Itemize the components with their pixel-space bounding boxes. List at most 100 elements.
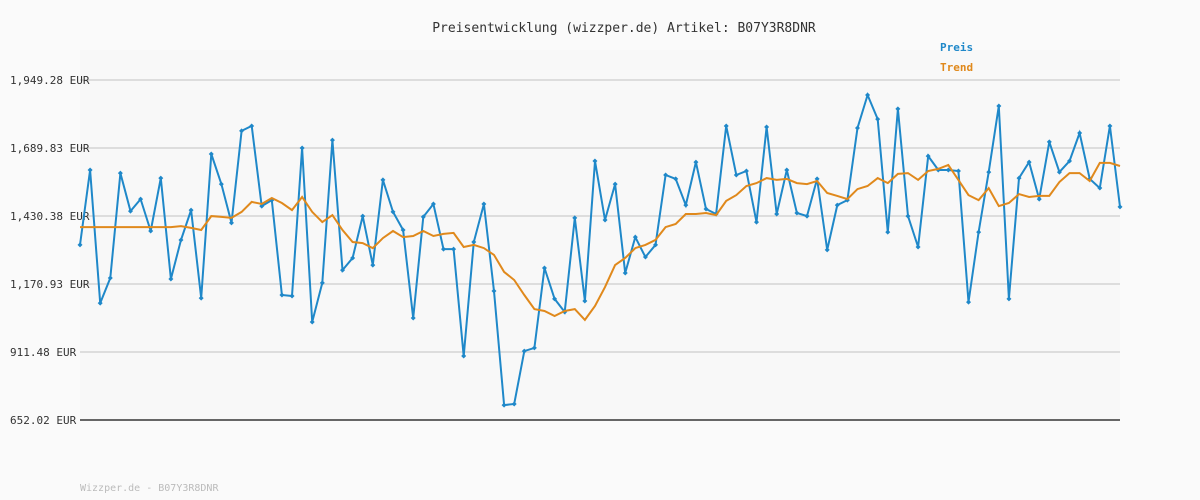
point [865, 92, 871, 98]
point [582, 298, 588, 304]
point [451, 246, 457, 252]
point [471, 239, 477, 245]
point [885, 229, 891, 235]
point [188, 207, 194, 213]
point [966, 299, 972, 305]
point [905, 213, 911, 219]
footer: Wizzper.de - B07Y3R8DNR [80, 483, 219, 494]
point [602, 217, 608, 223]
y-tick-label: 911.48 EUR [10, 346, 77, 359]
point [299, 145, 305, 151]
point [955, 168, 961, 174]
point [875, 116, 881, 122]
point [329, 137, 335, 143]
point [1006, 296, 1012, 302]
point [784, 167, 790, 173]
point [915, 244, 921, 250]
point [945, 167, 951, 173]
point [279, 292, 285, 298]
point [410, 315, 416, 321]
point [218, 181, 224, 187]
point [390, 209, 396, 215]
point [491, 288, 497, 294]
point [592, 158, 598, 164]
legend-label: Preis [940, 41, 973, 54]
point [77, 242, 83, 248]
plot-area [80, 50, 1120, 420]
point [309, 319, 315, 325]
point [683, 202, 689, 208]
point [158, 175, 164, 181]
point [804, 213, 810, 219]
point [168, 276, 174, 282]
point [531, 345, 537, 351]
point [107, 275, 113, 281]
point [764, 124, 770, 130]
point [1067, 158, 1073, 164]
point [541, 265, 547, 271]
point [653, 242, 659, 248]
point [693, 159, 699, 165]
point [1077, 130, 1083, 136]
point [1046, 139, 1052, 145]
point [340, 267, 346, 273]
point [754, 219, 760, 225]
point [239, 128, 245, 134]
point [481, 201, 487, 207]
point [976, 229, 982, 235]
legend-label: Trend [940, 61, 973, 74]
point [834, 202, 840, 208]
point [733, 172, 739, 178]
point [138, 196, 144, 202]
point [1117, 204, 1123, 210]
chart-title: Preisentwicklung (wizzper.de) Artikel: B… [432, 21, 816, 36]
point [1016, 175, 1022, 181]
point [178, 237, 184, 243]
point [117, 170, 123, 176]
point [1026, 159, 1032, 165]
series-line [80, 161, 1121, 322]
point [895, 106, 901, 112]
point [400, 227, 406, 233]
point [289, 293, 295, 299]
point [622, 270, 628, 276]
point [148, 228, 154, 234]
y-tick-label: 1,949.28 EUR [10, 74, 90, 87]
point [1097, 185, 1103, 191]
point [461, 353, 467, 359]
point [632, 234, 638, 240]
point [360, 213, 366, 219]
point [552, 296, 558, 302]
point [703, 206, 709, 212]
point [420, 214, 426, 220]
point [814, 176, 820, 182]
point [97, 300, 103, 306]
point [723, 123, 729, 129]
point [259, 203, 265, 209]
point [774, 211, 780, 217]
y-tick-label: 1,430.38 EUR [10, 210, 90, 223]
y-tick-label: 1,689.83 EUR [10, 142, 90, 155]
point [350, 255, 356, 261]
point [501, 402, 507, 408]
point [1107, 123, 1113, 129]
point [440, 246, 446, 252]
point [228, 220, 234, 226]
y-tick-label: 652.02 EUR [10, 414, 77, 427]
point [521, 348, 527, 354]
point [794, 210, 800, 216]
point [511, 401, 517, 407]
point [612, 181, 618, 187]
point [430, 201, 436, 207]
point [1036, 196, 1042, 202]
point [380, 177, 386, 183]
point [986, 169, 992, 175]
point [319, 280, 325, 286]
point [249, 123, 255, 129]
point [663, 172, 669, 178]
point [673, 176, 679, 182]
point [824, 247, 830, 253]
point [854, 125, 860, 131]
point [572, 215, 578, 221]
